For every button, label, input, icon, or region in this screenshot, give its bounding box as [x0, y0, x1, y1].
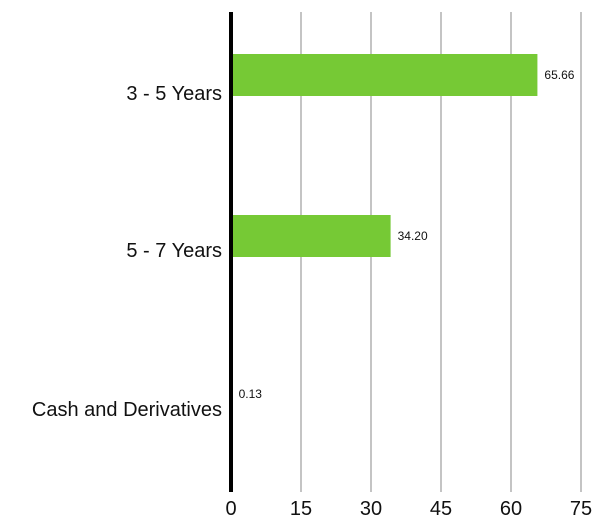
x-tick-label: 60	[500, 498, 522, 520]
labels: 0 15 30 45 60 75 65.66 3 - 5 Years 34.20 5 - 7 Ye…	[32, 68, 592, 520]
x-tick-label: 15	[290, 498, 312, 520]
x-tick-label: 45	[430, 498, 452, 520]
x-tick-label: 75	[570, 498, 592, 520]
bars	[231, 54, 538, 415]
bar-0	[231, 54, 538, 96]
data-label: 34.20	[398, 229, 428, 243]
x-tick-label: 0	[225, 498, 236, 520]
category-label: 5 - 7 Years	[126, 240, 222, 262]
data-label: 0.13	[239, 387, 263, 401]
category-label: Cash and Derivatives	[32, 399, 222, 421]
data-label: 65.66	[544, 68, 574, 82]
bar-1	[231, 215, 391, 257]
x-tick-label: 30	[360, 498, 382, 520]
category-label: 3 - 5 Years	[126, 83, 222, 105]
